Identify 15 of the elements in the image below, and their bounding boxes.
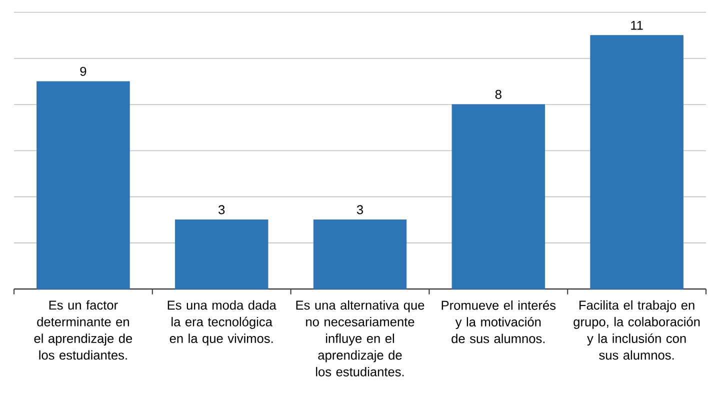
x-tick-label: Facilita el trabajo en grupo, la colaboración y la inclusión con sus alumnos. [574,300,700,360]
data-label: 8 [495,90,502,99]
x-tick-label: Promueve el interés y la motivación de sus alumnos. [442,300,556,344]
bar [36,81,130,290]
data-label: 3 [218,205,225,214]
bar [590,35,684,290]
data-label: 3 [356,205,363,214]
data-label: 11 [631,20,643,30]
bar [452,104,546,290]
bar [313,220,407,290]
x-tick-label: Es una alternativa que no necesariamente influye en el aprendizaje de los estudiantes. [296,300,424,376]
data-label: 9 [80,66,86,76]
bar [174,220,268,290]
x-tick-label: Es una moda dada la era tecnológica en la que vivimos. [168,300,276,346]
x-tick-label: Es un factor determinante en el aprendizaje de los estudiantes. [34,300,132,360]
